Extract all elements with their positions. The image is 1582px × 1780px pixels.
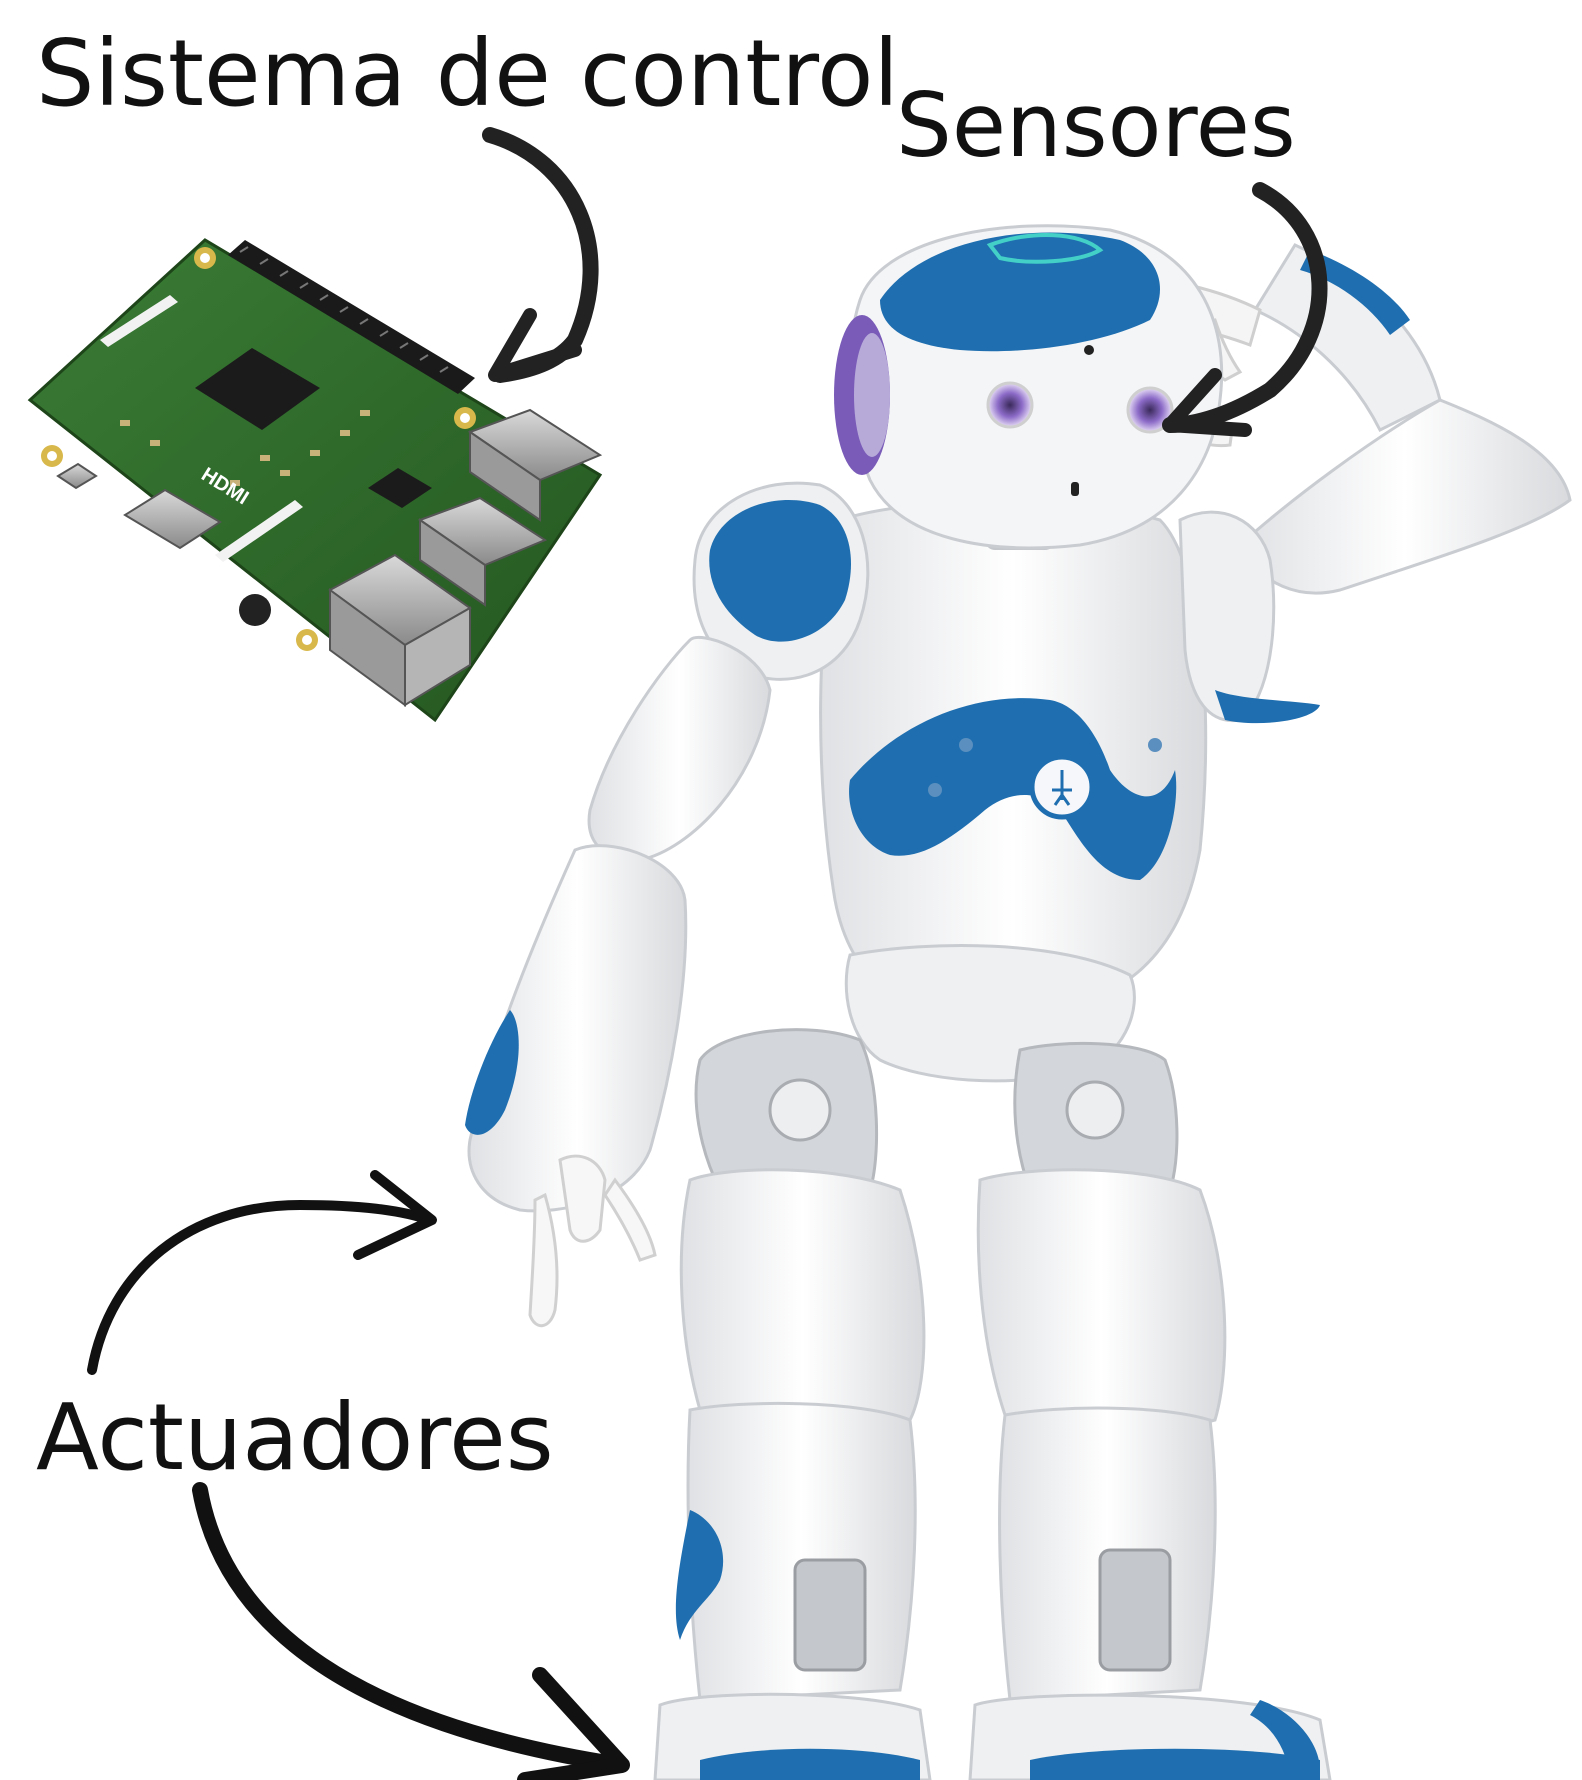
camera-connector	[215, 500, 303, 562]
audio-jack	[239, 594, 271, 626]
robot-left-leg	[653, 1028, 932, 1780]
arrow-to-hand	[87, 1170, 437, 1375]
chest-plate	[849, 698, 1177, 880]
soc-chip	[195, 348, 320, 430]
robot-mouth	[1071, 482, 1079, 496]
robot-left-eye	[986, 381, 1034, 429]
robot-left-upper-arm	[587, 635, 772, 862]
hdmi-port	[123, 488, 222, 550]
micro-usb-port	[56, 462, 98, 490]
robot-right-eye	[1126, 386, 1174, 434]
arrow-to-sensors	[1162, 182, 1328, 437]
display-connector	[100, 295, 178, 347]
robot-right-leg	[968, 1041, 1332, 1780]
control-system-label: Sistema de control	[36, 20, 899, 127]
gpio-header	[228, 240, 475, 394]
robot-head	[834, 224, 1224, 550]
nao-robot	[465, 224, 1572, 1780]
robot-right-shoulder	[1178, 510, 1276, 723]
ethernet-port	[328, 553, 472, 707]
arrow-to-control-board	[482, 127, 599, 383]
usb-chip	[368, 468, 432, 508]
usb-ports	[417, 408, 603, 607]
sensors-label: Sensores	[896, 74, 1296, 177]
arrow-to-foot	[192, 1482, 630, 1780]
robot-raised-arm	[1238, 398, 1572, 595]
robot-left-hand	[528, 1154, 657, 1328]
raspberry-pi-board: HDMI ETHERNET	[27, 238, 603, 731]
actuators-label: Actuadores	[36, 1384, 554, 1491]
